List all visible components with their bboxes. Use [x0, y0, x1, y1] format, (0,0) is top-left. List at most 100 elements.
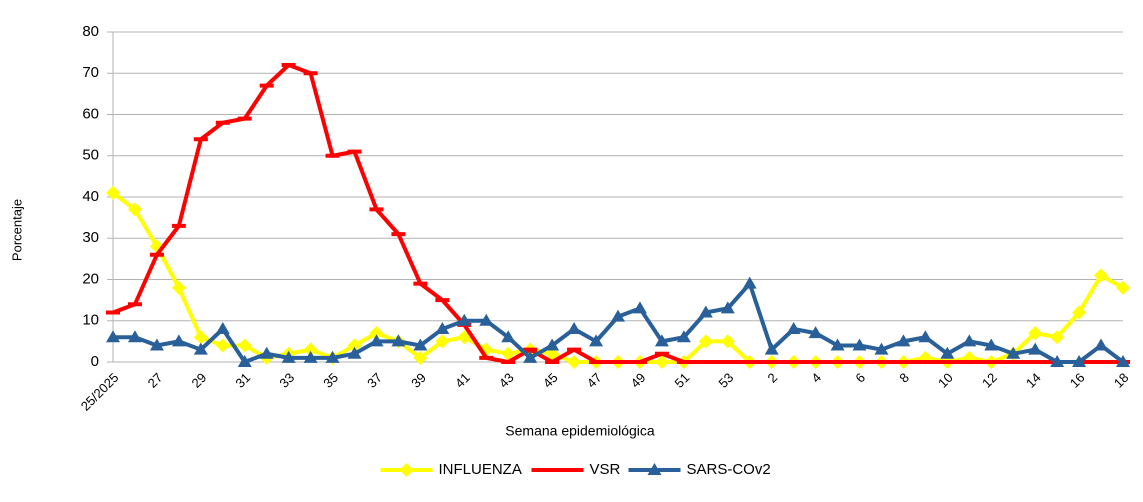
x-tick-label: 2: [765, 370, 781, 386]
data-point: [1094, 338, 1109, 351]
data-point: [1028, 360, 1043, 364]
data-point: [1072, 355, 1087, 367]
data-point: [567, 347, 582, 352]
series-line: [113, 281, 1125, 364]
data-point: [369, 334, 384, 347]
y-axis-label: Porcentaje: [9, 199, 24, 261]
data-point: [413, 281, 428, 286]
legend-label: SARS-COv2: [687, 461, 771, 478]
data-point: [567, 355, 582, 369]
y-tick-label: 60: [82, 105, 99, 122]
data-point: [589, 334, 604, 347]
data-point: [611, 360, 625, 364]
data-point: [347, 149, 362, 154]
y-tick-label: 30: [82, 229, 99, 246]
data-point: [106, 330, 120, 343]
data-point: [193, 330, 208, 345]
data-point: [171, 223, 186, 228]
x-tick-label: 10: [935, 370, 956, 391]
data-point: [106, 185, 120, 200]
data-point: [501, 360, 516, 364]
data-point: [1050, 330, 1065, 345]
y-tick-label: 10: [82, 312, 99, 329]
data-point: [984, 338, 999, 351]
x-tick-label: 37: [364, 370, 385, 391]
x-tick-label: 18: [1111, 370, 1132, 391]
data-point: [281, 350, 296, 363]
data-point: [303, 342, 318, 357]
data-point: [962, 360, 977, 364]
data-point: [369, 207, 384, 212]
data-point: [808, 360, 823, 364]
data-point: [259, 346, 274, 359]
data-point: [303, 71, 318, 76]
data-point: [237, 338, 252, 353]
x-tick-label: 45: [540, 370, 561, 391]
data-point: [852, 360, 867, 364]
data-point: [654, 351, 669, 356]
data-point: [127, 202, 142, 217]
x-tick-label: 27: [145, 370, 166, 391]
y-tick-label: 20: [82, 270, 99, 287]
data-point: [786, 322, 801, 334]
legend-label: INFLUENZA: [439, 461, 522, 478]
data-point: [1028, 342, 1043, 355]
x-tick-label: 31: [232, 370, 253, 391]
data-point: [918, 330, 933, 343]
data-point: [127, 330, 142, 343]
x-tick-label: 8: [896, 370, 912, 386]
data-point: [523, 350, 538, 363]
data-point: [171, 334, 186, 347]
data-point: [435, 298, 450, 303]
x-tick-label: 4: [808, 370, 824, 386]
data-point: [413, 350, 428, 365]
data-point: [830, 338, 845, 351]
data-point: [962, 334, 977, 347]
data-point: [1006, 346, 1021, 359]
data-point: [545, 338, 560, 351]
legend-marker: [399, 463, 414, 477]
data-point: [676, 330, 691, 343]
data-point: [1116, 355, 1130, 367]
data-point: [896, 334, 911, 347]
data-point: [303, 350, 318, 363]
data-point: [940, 360, 955, 364]
data-point: [523, 347, 538, 352]
data-point: [852, 338, 867, 351]
data-point: [1094, 360, 1109, 364]
data-point: [215, 338, 230, 353]
data-point: [830, 360, 845, 364]
data-point: [940, 346, 955, 359]
data-point: [325, 153, 340, 158]
data-point: [215, 120, 230, 125]
data-point: [391, 232, 406, 237]
data-point: [479, 313, 494, 326]
data-point: [742, 276, 757, 289]
data-point: [501, 346, 516, 361]
data-point: [237, 116, 252, 121]
x-tick-label: 51: [672, 370, 693, 391]
data-point: [611, 309, 625, 322]
data-point: [654, 355, 669, 369]
x-tick-label: 25/2025: [78, 370, 122, 414]
x-tick-label: 53: [715, 370, 736, 391]
data-point: [589, 360, 604, 364]
data-point: [1050, 355, 1065, 367]
data-point: [193, 342, 208, 355]
x-tick-label: 16: [1067, 370, 1088, 391]
data-point: [193, 137, 208, 142]
x-tick-label: 12: [979, 370, 1000, 391]
data-point: [1094, 268, 1109, 283]
data-point: [501, 330, 516, 343]
data-point: [259, 83, 274, 88]
data-point: [1072, 305, 1087, 320]
series-line: [111, 191, 1124, 364]
data-point: [786, 360, 801, 364]
x-tick-label: 29: [189, 370, 210, 391]
y-tick-label: 0: [91, 353, 99, 370]
data-point: [347, 346, 362, 359]
data-point: [808, 326, 823, 339]
x-tick-label: 47: [584, 370, 605, 391]
data-point: [896, 360, 911, 364]
